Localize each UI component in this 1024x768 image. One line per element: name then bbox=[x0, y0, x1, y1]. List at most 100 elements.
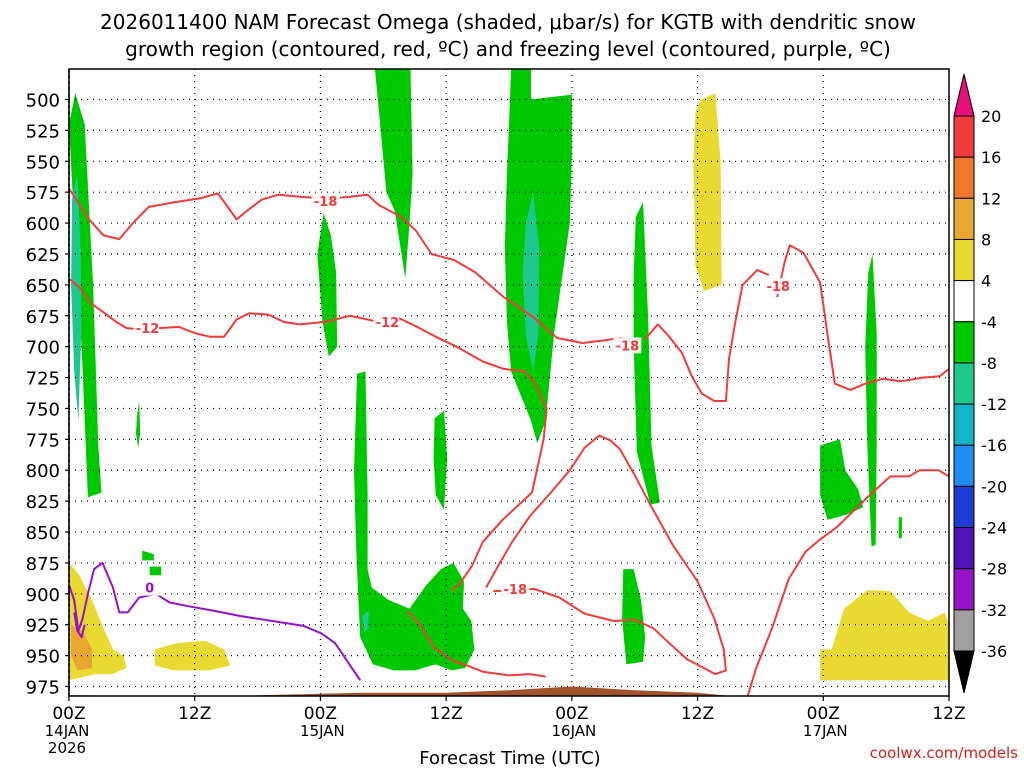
x-tick-label: 12Z bbox=[681, 704, 714, 724]
snow-growth-contour bbox=[69, 277, 140, 331]
contour-label-bg bbox=[613, 337, 642, 354]
y-tick-label: 975 bbox=[26, 678, 60, 699]
colorbar-bin bbox=[953, 568, 975, 611]
colorbar-bin bbox=[953, 485, 975, 529]
x-tick-sublabel: 16JAN bbox=[551, 722, 596, 740]
omega-shaded-region bbox=[898, 517, 902, 539]
contour-label: -12 bbox=[376, 316, 400, 331]
x-tick-label: 12Z bbox=[178, 704, 211, 724]
contour-label: -12 bbox=[136, 322, 160, 337]
y-tick-label: 550 bbox=[26, 152, 60, 173]
x-tick-sublabel: 2026 bbox=[48, 739, 86, 757]
x-tick-sublabel: 14JAN bbox=[45, 722, 90, 740]
colorbar-bin bbox=[953, 444, 975, 487]
colorbar-label: -32 bbox=[981, 601, 1007, 620]
omega-shaded-region bbox=[142, 550, 154, 561]
x-tick-label: 00Z bbox=[304, 704, 337, 724]
colorbar-label: -28 bbox=[981, 560, 1007, 579]
colorbar-bin bbox=[953, 238, 975, 282]
colorbar-bin bbox=[953, 280, 975, 323]
colorbar-bin bbox=[953, 527, 975, 570]
omega-shaded-region bbox=[820, 590, 949, 681]
omega-shaded-region bbox=[693, 93, 722, 291]
omega-shaded-region bbox=[622, 569, 646, 665]
x-tick-sublabel: 17JAN bbox=[803, 722, 848, 740]
y-tick-label: 950 bbox=[26, 647, 60, 668]
snow-growth-contour bbox=[159, 312, 379, 338]
snow-growth-contour bbox=[406, 610, 546, 678]
colorbar-bin bbox=[953, 609, 975, 652]
colorbar-bin bbox=[953, 115, 975, 158]
x-tick-label: 12Z bbox=[932, 704, 965, 724]
colorbar-label: -8 bbox=[981, 354, 997, 373]
snow-growth-contour bbox=[485, 434, 727, 676]
y-tick-label: 525 bbox=[26, 121, 60, 142]
omega-shaded-region bbox=[154, 640, 231, 671]
contour-label-bg bbox=[135, 579, 164, 596]
omega-shaded-region bbox=[362, 609, 369, 634]
contour-label: -18 bbox=[616, 339, 640, 354]
y-tick-label: 725 bbox=[26, 369, 60, 390]
snow-growth-contour bbox=[69, 187, 635, 344]
colorbar-top-triangle bbox=[953, 73, 975, 117]
y-tick-label: 600 bbox=[26, 214, 60, 235]
colorbar-label: -12 bbox=[981, 395, 1007, 414]
y-tick-label: 875 bbox=[26, 554, 60, 575]
y-tick-label: 825 bbox=[26, 492, 60, 513]
y-tick-label: 925 bbox=[26, 616, 60, 637]
contour-label: -18 bbox=[314, 195, 338, 210]
colorbar-legend: 20 16 12 8 4 -4 -8 -12 -16 -20 -24 -28 -32 -36 bbox=[953, 73, 1007, 694]
chart-title-line1: 2026011400 NAM Forecast Omega (shaded, μ… bbox=[100, 10, 916, 34]
y-tick-label: 800 bbox=[26, 461, 60, 482]
y-tick-label: 625 bbox=[26, 245, 60, 266]
colorbar-bin bbox=[953, 362, 975, 405]
omega-shaded-region bbox=[522, 192, 540, 372]
y-tick-label: 850 bbox=[26, 523, 60, 544]
omega-shaded-region bbox=[136, 402, 141, 448]
contour-label-bg bbox=[133, 320, 162, 337]
y-tick-label: 500 bbox=[26, 91, 60, 112]
omega-shaded-region bbox=[71, 624, 92, 671]
snow-growth-contour bbox=[776, 244, 949, 391]
x-tick-label: 12Z bbox=[430, 704, 463, 724]
omega-shaded-region bbox=[374, 69, 413, 279]
y-tick-label: 700 bbox=[26, 338, 60, 359]
y-tick-label: 900 bbox=[26, 585, 60, 606]
colorbar-label: 16 bbox=[981, 148, 1001, 167]
x-tick-label: 00Z bbox=[807, 704, 840, 724]
credit-text: coolwx.com/models bbox=[870, 744, 1018, 762]
contour-label: 0 bbox=[145, 582, 154, 597]
omega-shaded-region bbox=[865, 254, 877, 547]
colorbar-bin bbox=[953, 197, 975, 240]
y-tick-label: 750 bbox=[26, 399, 60, 420]
y-tick-label: 675 bbox=[26, 307, 60, 328]
y-axis: 500 525 550 575 600 625 650 675 700 725 750 775 800 8… bbox=[26, 91, 69, 699]
freezing-level-contour bbox=[69, 561, 362, 681]
omega-shaded-region bbox=[149, 566, 162, 576]
contour-label: -18 bbox=[766, 280, 790, 295]
snow-growth-contour bbox=[644, 269, 770, 402]
omega-shaded-region bbox=[433, 410, 448, 510]
omega-shaded-region bbox=[820, 439, 864, 520]
colorbar-label: 8 bbox=[981, 230, 991, 249]
colorbar-label: -16 bbox=[981, 436, 1007, 455]
x-tick-label: 00Z bbox=[52, 704, 85, 724]
colorbar-bin bbox=[953, 321, 975, 364]
contour-label: -18 bbox=[504, 583, 528, 598]
x-axis-label: Forecast Time (UTC) bbox=[419, 748, 600, 768]
contour-label-bg bbox=[764, 278, 793, 295]
colorbar-bottom-triangle bbox=[953, 650, 975, 694]
contour-label-bg bbox=[373, 313, 402, 330]
snow-growth-contour bbox=[398, 317, 548, 591]
colorbar-label: 12 bbox=[981, 189, 1001, 208]
terrain-ground bbox=[69, 686, 732, 696]
omega-shaded-region bbox=[354, 371, 475, 671]
colorbar-bin bbox=[953, 403, 975, 446]
y-tick-label: 575 bbox=[26, 183, 60, 204]
colorbar-bin bbox=[953, 156, 975, 199]
snow-growth-contour bbox=[746, 469, 949, 696]
x-tick-sublabel: 15JAN bbox=[300, 722, 345, 740]
chart-title-line2: growth region (contoured, red, ºC) and f… bbox=[125, 37, 891, 61]
